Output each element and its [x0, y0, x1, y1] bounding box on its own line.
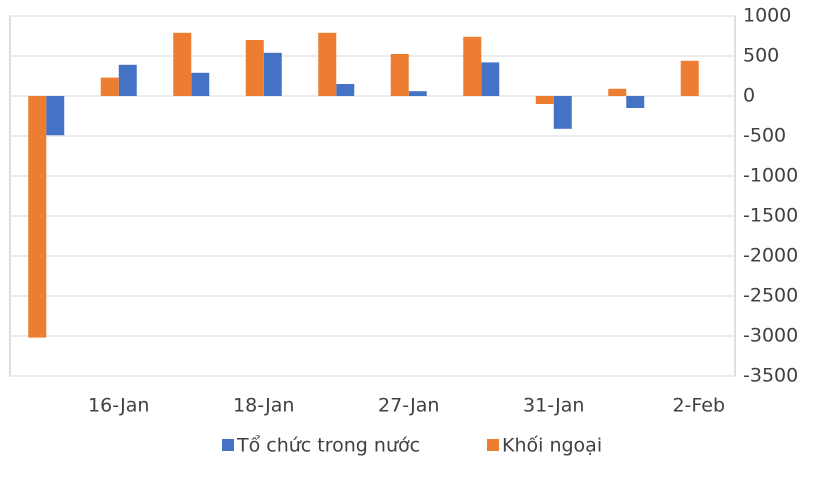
- bar: [535, 96, 554, 104]
- x-tick-label: 18-Jan: [233, 395, 294, 417]
- x-tick-label: 2-Feb: [672, 395, 725, 417]
- bar: [173, 32, 192, 96]
- bar: [118, 64, 137, 96]
- bar: [100, 77, 119, 96]
- x-tick-label: 27-Jan: [378, 395, 439, 417]
- y-tick-label: -3000: [743, 325, 798, 347]
- bar: [390, 54, 409, 96]
- y-tick-label: 0: [743, 85, 755, 107]
- legend-label: Khối ngoại: [502, 435, 602, 457]
- bar: [336, 84, 355, 96]
- y-tick-label: -1500: [743, 205, 798, 227]
- y-tick-label: -500: [743, 125, 786, 147]
- bar: [318, 32, 337, 96]
- legend-swatch: [487, 439, 499, 451]
- legend-swatch: [222, 439, 234, 451]
- bar: [481, 62, 500, 96]
- bar: [46, 96, 65, 136]
- y-tick-label: -2500: [743, 285, 798, 307]
- bar: [408, 91, 427, 96]
- y-tick-label: -1000: [743, 165, 798, 187]
- y-tick-label: 500: [743, 45, 779, 67]
- bar: [680, 60, 699, 96]
- y-tick-label: -3500: [743, 365, 798, 387]
- bar: [553, 96, 572, 129]
- legend-label: Tổ chức trong nước: [236, 435, 420, 457]
- x-tick-label: 31-Jan: [523, 395, 584, 417]
- y-tick-label: -2000: [743, 245, 798, 267]
- bar: [626, 96, 645, 108]
- bar: [608, 88, 627, 96]
- y-tick-label: 1000: [743, 5, 791, 27]
- bar: [463, 36, 482, 96]
- bar: [191, 72, 210, 96]
- bar: [28, 96, 47, 338]
- x-tick-label: 16-Jan: [88, 395, 149, 417]
- bar: [245, 40, 264, 96]
- bar: [263, 52, 282, 96]
